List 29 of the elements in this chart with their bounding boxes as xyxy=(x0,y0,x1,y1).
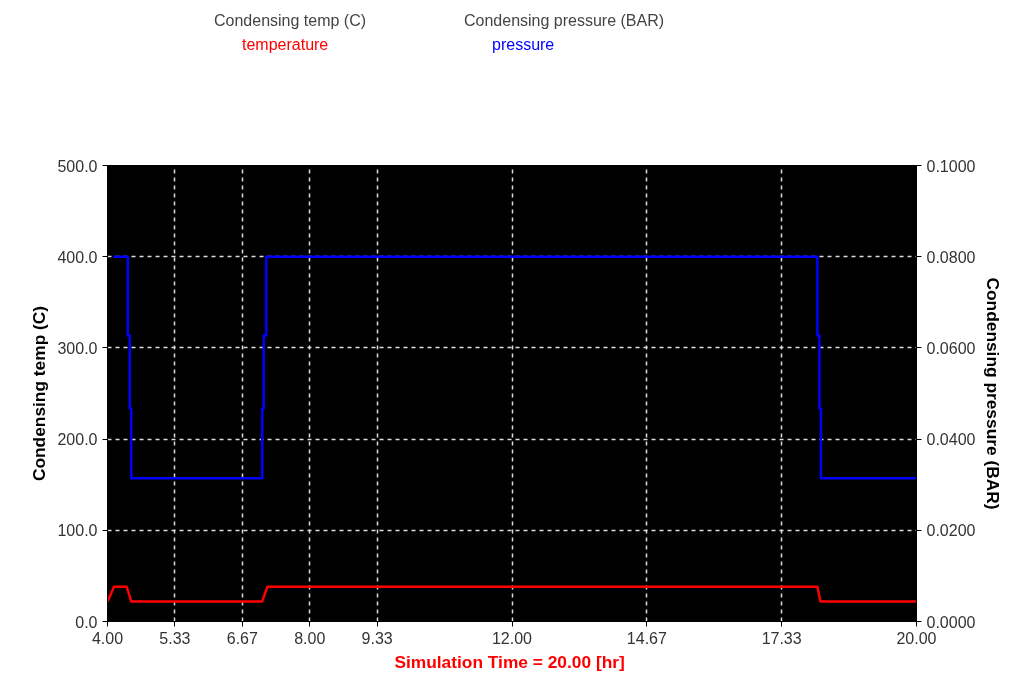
x-tick-label: 4.00 xyxy=(91,629,124,647)
x-tick-label: 12.00 xyxy=(491,629,533,647)
y-tick-label: 500.0 xyxy=(57,157,98,175)
x-tick-label: 14.67 xyxy=(626,629,667,647)
y-tick-label: 400.0 xyxy=(57,248,98,266)
y2-tick-label: 0.0800 xyxy=(926,248,976,266)
x-tick-label: 6.67 xyxy=(226,629,259,647)
text: Condensing temp (C) xyxy=(214,12,367,30)
y-tick-label: 0.0 xyxy=(75,613,98,631)
line-series xyxy=(112,255,917,480)
x-tick-label: 5.33 xyxy=(159,629,191,647)
y2-axis-title: Condensing pressure (BAR) xyxy=(983,277,1004,510)
y2-tick-label: 0.0200 xyxy=(926,522,976,540)
text: Condensing pressure (BAR) xyxy=(464,12,665,30)
text: temperature xyxy=(242,36,329,54)
y-axis-title: Condensing temp (C) xyxy=(29,305,50,482)
x-tick-label: 9.33 xyxy=(361,629,393,647)
y2-tick-label: 0.1000 xyxy=(926,157,976,175)
y-tick-label: 300.0 xyxy=(57,339,98,357)
text: pressure xyxy=(492,36,555,54)
x-tick-label: 8.00 xyxy=(294,629,326,647)
y2-tick-label: 0.0600 xyxy=(926,339,976,357)
y-tick-label: 200.0 xyxy=(57,431,98,449)
x-axis-title: Simulation Time = 20.00 [hr] xyxy=(394,651,625,672)
x-tick-label: 17.33 xyxy=(761,629,802,647)
x-tick-label: 20.00 xyxy=(896,629,937,647)
y2-tick-label: 0.0400 xyxy=(926,431,976,449)
y-tick-label: 100.0 xyxy=(57,522,98,540)
y2-tick-label: 0.0000 xyxy=(926,613,976,631)
